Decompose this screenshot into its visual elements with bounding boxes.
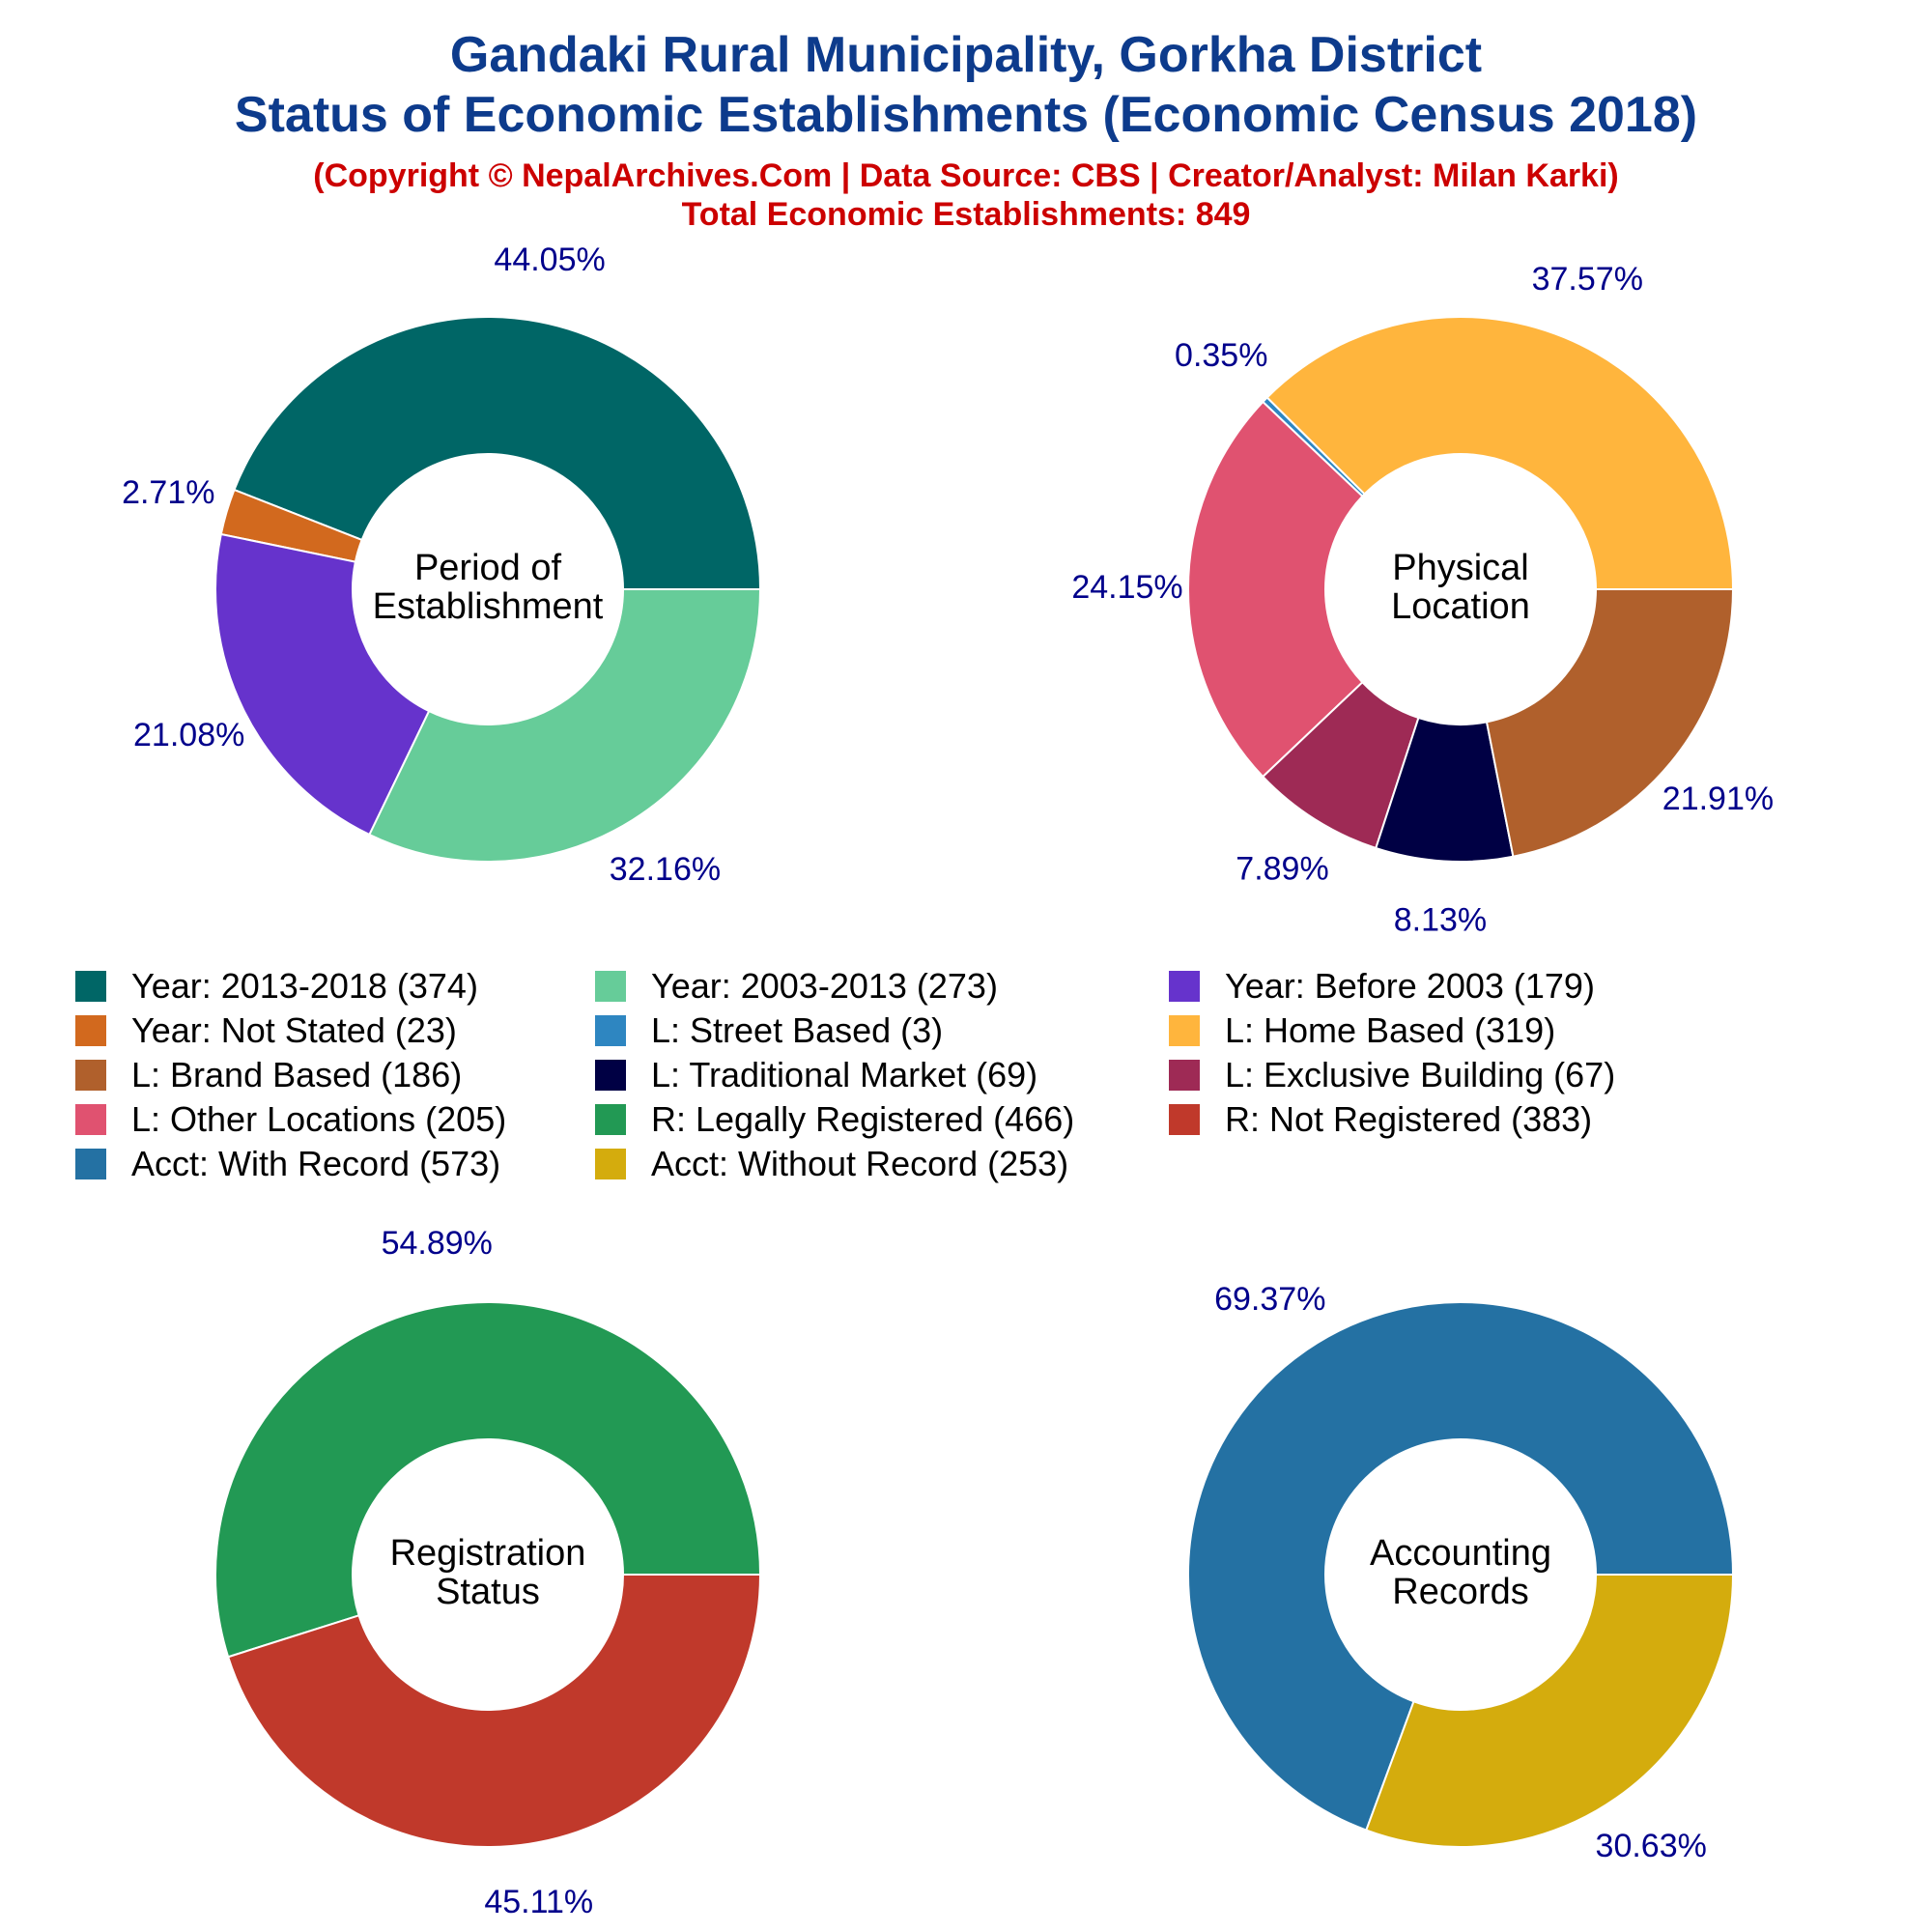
legend-swatch	[75, 1060, 106, 1091]
legend-label: Acct: With Record (573)	[131, 1144, 501, 1183]
total-establishments: Total Economic Establishments: 849	[681, 196, 1251, 233]
donut-slice-1-1	[233, 316, 762, 590]
legend-item: Year: 2003-2013 (273)	[595, 966, 1169, 1007]
legend-swatch	[75, 971, 106, 1002]
percent-label-2-5: 8.13%	[1394, 901, 1487, 938]
legend-item: L: Home Based (319)	[1169, 1010, 1845, 1051]
legend-row: Acct: With Record (573) Acct: Without Rec…	[75, 1142, 1911, 1186]
legend-item: R: Not Registered (383)	[1169, 1099, 1845, 1140]
percent-label-2-3: 24.15%	[1071, 569, 1182, 606]
legend-swatch	[1169, 1104, 1200, 1135]
legend-swatch	[75, 1149, 106, 1179]
legend-label: Acct: Without Record (253)	[651, 1144, 1069, 1183]
legend-swatch	[1169, 1060, 1200, 1091]
donut-slice-2-6	[1485, 588, 1735, 858]
legend-swatch	[595, 1149, 626, 1179]
legend-item: L: Brand Based (186)	[75, 1055, 595, 1095]
center-label-4-1: Accounting	[1370, 1533, 1551, 1574]
chart-title: Gandaki Rural Municipality, Gorkha Distr…	[449, 27, 1483, 83]
center-label-4-2: Records	[1392, 1572, 1529, 1612]
legend-swatch	[595, 1104, 626, 1135]
legend-swatch	[75, 1104, 106, 1135]
donut-slice-1-3	[214, 532, 431, 837]
legend-swatch	[1169, 971, 1200, 1002]
legend-item: Year: 2013-2018 (374)	[75, 966, 595, 1007]
legend-label: R: Not Registered (383)	[1225, 1099, 1593, 1139]
legend-label: Year: Not Stated (23)	[131, 1010, 457, 1050]
percent-label-3-2: 45.11%	[484, 1884, 593, 1920]
legend-item: L: Exclusive Building (67)	[1169, 1055, 1845, 1095]
legend-item: Acct: With Record (573)	[75, 1144, 595, 1184]
legend-swatch	[1169, 1015, 1200, 1046]
percent-label-2-2: 0.35%	[1175, 337, 1267, 374]
legend-swatch	[595, 971, 626, 1002]
center-label-3-2: Status	[436, 1572, 540, 1612]
percent-label-2-6: 21.91%	[1662, 781, 1774, 817]
center-label-3-1: Registration	[390, 1533, 586, 1574]
legend-row: Year: Not Stated (23) L: Street Based (3)…	[75, 1009, 1911, 1053]
legend-item: Year: Not Stated (23)	[75, 1010, 595, 1051]
legend-label: L: Home Based (319)	[1225, 1010, 1556, 1050]
copyright-note: (Copyright © NepalArchives.Com | Data So…	[313, 157, 1619, 194]
legend-label: Year: Before 2003 (179)	[1225, 966, 1595, 1006]
percent-label-4-1: 69.37%	[1214, 1281, 1325, 1318]
legend-label: L: Other Locations (205)	[131, 1099, 507, 1139]
donut-slice-2-1	[1265, 316, 1735, 590]
legend-label: Year: 2003-2013 (273)	[651, 966, 998, 1006]
chart-subtitle: Status of Economic Establishments (Econo…	[234, 87, 1698, 143]
center-label-1-1: Period of	[414, 548, 562, 588]
center-label-2-2: Location	[1391, 586, 1530, 627]
donut-slice-3-1	[214, 1301, 762, 1659]
legend-item: Acct: Without Record (253)	[595, 1144, 1169, 1184]
center-label-2-1: Physical	[1392, 548, 1529, 588]
legend-row: L: Other Locations (205) R: Legally Regis…	[75, 1097, 1911, 1142]
donut-slice-2-3	[1187, 400, 1364, 779]
legend-label: Year: 2013-2018 (374)	[131, 966, 478, 1006]
legend-label: L: Brand Based (186)	[131, 1055, 463, 1094]
legend-label: R: Legally Registered (466)	[651, 1099, 1075, 1139]
legend-label: L: Traditional Market (69)	[651, 1055, 1038, 1094]
legend-swatch	[595, 1060, 626, 1091]
donut-slice-1-4	[368, 588, 762, 863]
donut-slice-4-1	[1187, 1301, 1735, 1832]
legend-item: L: Traditional Market (69)	[595, 1055, 1169, 1095]
legend-item: R: Legally Registered (466)	[595, 1099, 1169, 1140]
percent-label-2-1: 37.57%	[1532, 261, 1643, 298]
legend: Year: 2013-2018 (374) Year: 2003-2013 (27…	[75, 964, 1911, 1186]
center-label-1-2: Establishment	[373, 586, 604, 627]
percent-label-4-2: 30.63%	[1596, 1828, 1707, 1864]
legend-swatch	[75, 1015, 106, 1046]
donut-slice-4-2	[1365, 1574, 1735, 1848]
percent-label-1-1: 44.05%	[494, 242, 605, 278]
percent-label-1-4: 32.16%	[610, 851, 721, 888]
legend-label: L: Street Based (3)	[651, 1010, 944, 1050]
legend-item: L: Other Locations (205)	[75, 1099, 595, 1140]
legend-label: L: Exclusive Building (67)	[1225, 1055, 1616, 1094]
legend-item: L: Street Based (3)	[595, 1010, 1169, 1051]
legend-swatch	[595, 1015, 626, 1046]
legend-item: Year: Before 2003 (179)	[1169, 966, 1845, 1007]
legend-row: Year: 2013-2018 (374) Year: 2003-2013 (27…	[75, 964, 1911, 1009]
donut-slice-3-2	[226, 1574, 762, 1848]
percent-label-3-1: 54.89%	[382, 1225, 493, 1262]
percent-label-1-3: 21.08%	[133, 717, 244, 753]
legend-row: L: Brand Based (186) L: Traditional Marke…	[75, 1053, 1911, 1097]
percent-label-1-2: 2.71%	[122, 474, 214, 511]
percent-label-2-4: 7.89%	[1236, 850, 1328, 887]
